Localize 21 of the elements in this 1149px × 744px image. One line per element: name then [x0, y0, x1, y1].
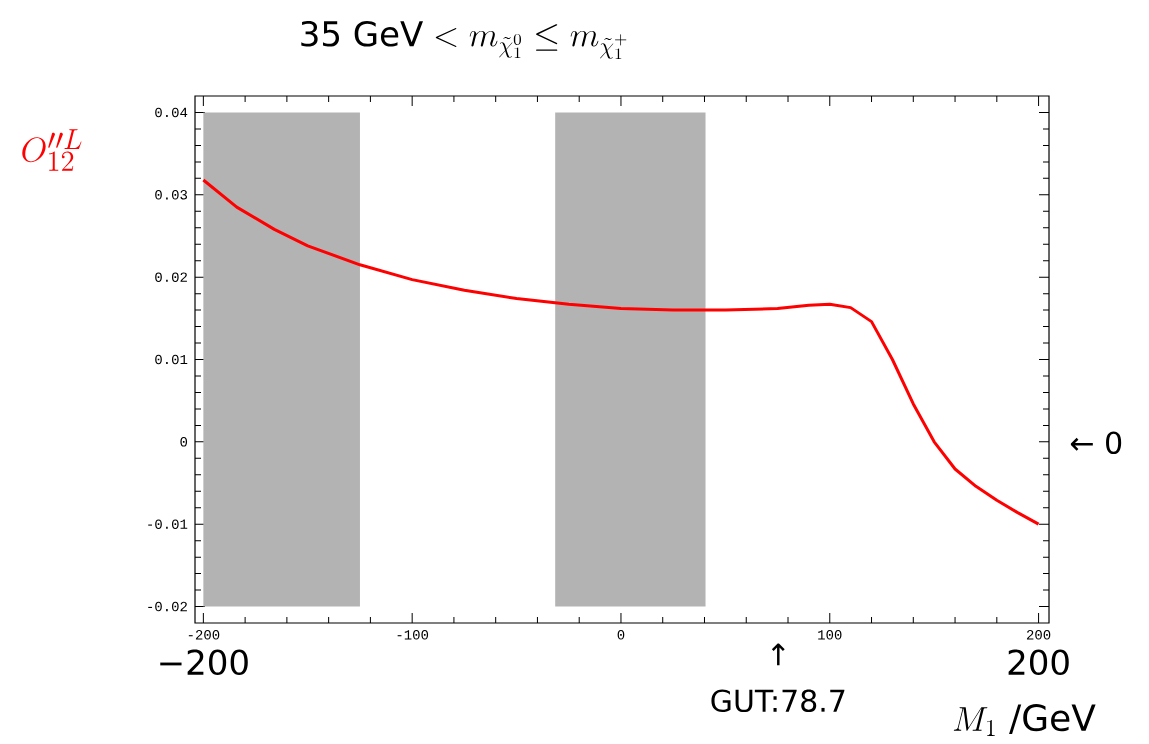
- text: GUT:78.7: [711, 689, 845, 713]
- text: ← 0: [1070, 431, 1122, 455]
- x-tick-label: -100: [397, 630, 429, 640]
- y-tick-label: 0: [180, 437, 188, 447]
- text: 200: [1008, 649, 1069, 676]
- y-axis-title: $O^{\prime\prime L}_{12}$: [22, 129, 82, 171]
- x-tick-label: 0: [617, 630, 625, 640]
- x-tick-label: 100: [818, 630, 842, 640]
- y-tick-label: 0.04: [155, 107, 188, 118]
- x-tick-label: -200: [188, 630, 220, 640]
- y-tick-label: 0.03: [155, 190, 188, 200]
- text: −200: [160, 649, 248, 676]
- text: ↑: [771, 643, 785, 666]
- x-tick-label: 200: [1026, 630, 1051, 640]
- y-tick-label: 0.02: [155, 272, 187, 282]
- y-tick-label: 0.01: [155, 354, 188, 365]
- x-axis-title: $M_1\ \mbox{/GeV}$: [953, 704, 1096, 736]
- chart-title: $\mbox{35 GeV}< m_{\tilde{\chi}_1^0}\leq m_{\tilde{\chi}_1^+}$: [301, 20, 627, 60]
- line-series: [201, 178, 1041, 526]
- y-tick-label: -0.01: [148, 519, 188, 529]
- y-tick-label: -0.02: [148, 601, 187, 612]
